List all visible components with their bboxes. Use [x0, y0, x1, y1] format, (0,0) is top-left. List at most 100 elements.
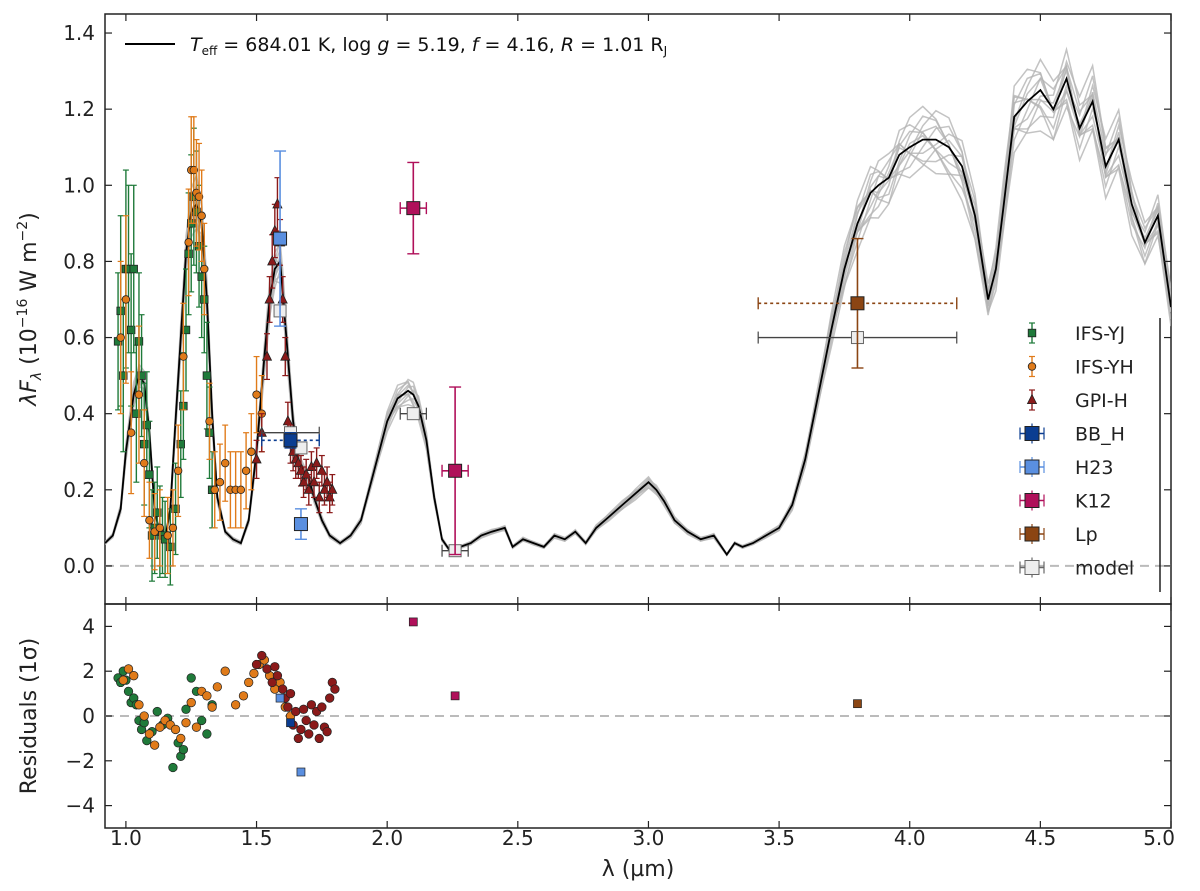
residual-y-tick-label: −4	[66, 794, 95, 818]
residuals-y-ticks: −4 −2 0 2 4	[66, 614, 1171, 818]
data-point-ifs-yh	[215, 477, 225, 487]
residual-point-gpi-h	[278, 684, 288, 694]
residual-point-gpi-h	[306, 700, 317, 710]
data-point-ifs-yj	[197, 272, 206, 281]
spectrum-panel: 0.0 0.2 0.4 0.6 0.8 1.0 1.2 1.4 Teff = 684.01 K…	[15, 13, 1172, 605]
legend-label-lp: Lp	[1075, 524, 1098, 546]
legend-marker	[1024, 459, 1040, 475]
y-tick-label: 1.0	[63, 173, 95, 197]
residual-point-gpi-h	[296, 724, 306, 735]
residual-point-ifs-yh	[244, 677, 254, 688]
residual-y-tick-label: −2	[66, 749, 95, 773]
x-ticks: 1.0 1.5 2.0 2.5 3.0 3.5 4.0 4.5 5.0	[110, 14, 1175, 850]
title-g-value: = 5.19,	[389, 34, 471, 56]
spectrum-data-points	[113, 116, 958, 586]
y-tick-label: 0.4	[63, 402, 95, 426]
legend-marker	[1027, 328, 1037, 338]
title-text: Teff = 684.01 K, log g = 5.19, f = 4.16,…	[190, 34, 667, 58]
data-point-gpi-h	[261, 350, 273, 361]
x-tick-label: 3.5	[763, 826, 795, 850]
legend-label-h23: H23	[1075, 457, 1113, 479]
best-fit-model-line	[105, 75, 1171, 557]
residual-point-ifs-yh	[149, 740, 160, 750]
legend-label-gpi-h: GPI-H	[1075, 390, 1128, 412]
ylabel-pre: λF	[17, 380, 42, 407]
data-point-gpi-h	[311, 456, 322, 468]
residual-point-ifs-yh	[176, 733, 186, 744]
data-point-ifs-yh	[168, 523, 178, 533]
title-f-symbol: f	[472, 34, 482, 56]
legend-marker	[1024, 560, 1040, 575]
residual-point-ifs-yh	[186, 697, 196, 708]
residual-point-gpi-h	[317, 702, 327, 712]
photometry-point-h23	[273, 231, 288, 246]
residual-point-ifs-yj	[178, 744, 189, 755]
data-point-gpi-h	[251, 453, 262, 464]
data-point-gpi-h	[327, 483, 338, 494]
model-sample-lines	[105, 46, 1171, 557]
data-point-ifs-yj	[202, 371, 212, 380]
x-tick-label: 1.0	[110, 826, 142, 850]
legend-marker	[1024, 426, 1040, 441]
x-tick-label: 2.0	[371, 826, 403, 850]
data-point-gpi-h	[267, 255, 278, 266]
legend-label-ifs-yh: IFS-YH	[1075, 357, 1134, 379]
residual-point-gpi-h	[298, 704, 309, 714]
residuals-panel: −4 −2 0 2 4 1.0 1.5 2.0 2.5 3.0 3.5 4.0 4.5 5.0 Resi…	[17, 14, 1175, 882]
residual-point-ifs-yj	[123, 686, 134, 697]
x-tick-label: 1.5	[241, 826, 273, 850]
residual-point-k12	[450, 691, 460, 701]
y-tick-label: 1.4	[63, 21, 95, 45]
residual-point-bb_h	[286, 718, 295, 728]
data-point-gpi-h	[282, 414, 294, 426]
data-point-ifs-yh	[145, 516, 154, 525]
data-point-ifs-yh	[236, 485, 246, 495]
x-axis-label: λ (µm)	[602, 857, 675, 882]
data-point-ifs-yj	[181, 325, 191, 335]
data-point-gpi-h	[280, 350, 291, 361]
residual-point-gpi-h	[262, 664, 272, 674]
data-point-ifs-yj	[145, 470, 154, 479]
model-title: Teff = 684.01 K, log g = 5.19, f = 4.16,…	[125, 34, 667, 58]
residual-point-ifs-yh	[155, 722, 165, 732]
data-point-ifs-yh	[210, 485, 219, 495]
data-point-ifs-yh	[241, 466, 251, 475]
title-teff-symbol: T	[190, 34, 203, 56]
legend-label-bb-h: BB_H	[1075, 424, 1125, 446]
residual-point-ifs-yh	[139, 711, 149, 721]
residual-y-tick-label: 2	[82, 659, 95, 683]
residual-point-gpi-h	[270, 662, 280, 672]
residual-point-gpi-h	[314, 733, 324, 744]
data-point-ifs-yh	[179, 352, 188, 361]
residual-point-gpi-h	[293, 733, 303, 744]
residual-point-ifs-yh	[170, 724, 181, 735]
residual-point-gpi-h	[301, 715, 311, 726]
y-tick-label: 0.6	[63, 326, 95, 350]
residual-y-tick-label: 4	[82, 614, 95, 638]
data-point-ifs-yh	[116, 333, 125, 342]
residual-point-ifs-yj	[181, 704, 191, 714]
photometry-point-bb_h	[283, 433, 298, 448]
residual-point-ifs-yj	[168, 762, 178, 773]
photometry-point-lp	[850, 296, 865, 311]
data-point-ifs-yj	[153, 508, 162, 517]
legend-label-ifs-yj: IFS-YJ	[1075, 323, 1125, 345]
title-r-value: = 1.01 R	[574, 34, 664, 56]
data-point-ifs-yj	[137, 371, 146, 380]
residual-y-tick-label: 0	[82, 704, 95, 728]
data-point-ifs-yj	[119, 371, 128, 380]
y-tick-label: 0.0	[63, 554, 95, 578]
data-point-ifs-yh	[184, 238, 193, 247]
y-tick-label: 1.2	[63, 97, 95, 121]
ylabel-mid: (10	[17, 328, 42, 372]
data-point-ifs-yh	[121, 295, 131, 304]
residual-point-ifs-yh	[144, 729, 155, 739]
y-tick-label: 0.2	[63, 478, 95, 502]
spectrum-frame	[104, 13, 1172, 605]
residual-point-gpi-h	[322, 727, 332, 737]
residual-point-ifs-yh	[238, 691, 249, 701]
residual-point-ifs-yj	[152, 706, 162, 717]
data-point-ifs-yh	[189, 165, 199, 175]
data-point-ifs-yj	[166, 542, 175, 552]
data-point-ifs-yh	[205, 417, 214, 426]
